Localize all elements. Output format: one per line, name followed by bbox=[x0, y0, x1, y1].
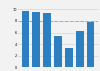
Bar bbox=[65, 48, 73, 67]
Bar bbox=[43, 13, 51, 67]
Bar bbox=[22, 11, 29, 67]
Bar bbox=[87, 22, 94, 67]
Bar bbox=[54, 36, 62, 67]
Bar bbox=[76, 31, 84, 67]
Bar bbox=[32, 12, 40, 67]
